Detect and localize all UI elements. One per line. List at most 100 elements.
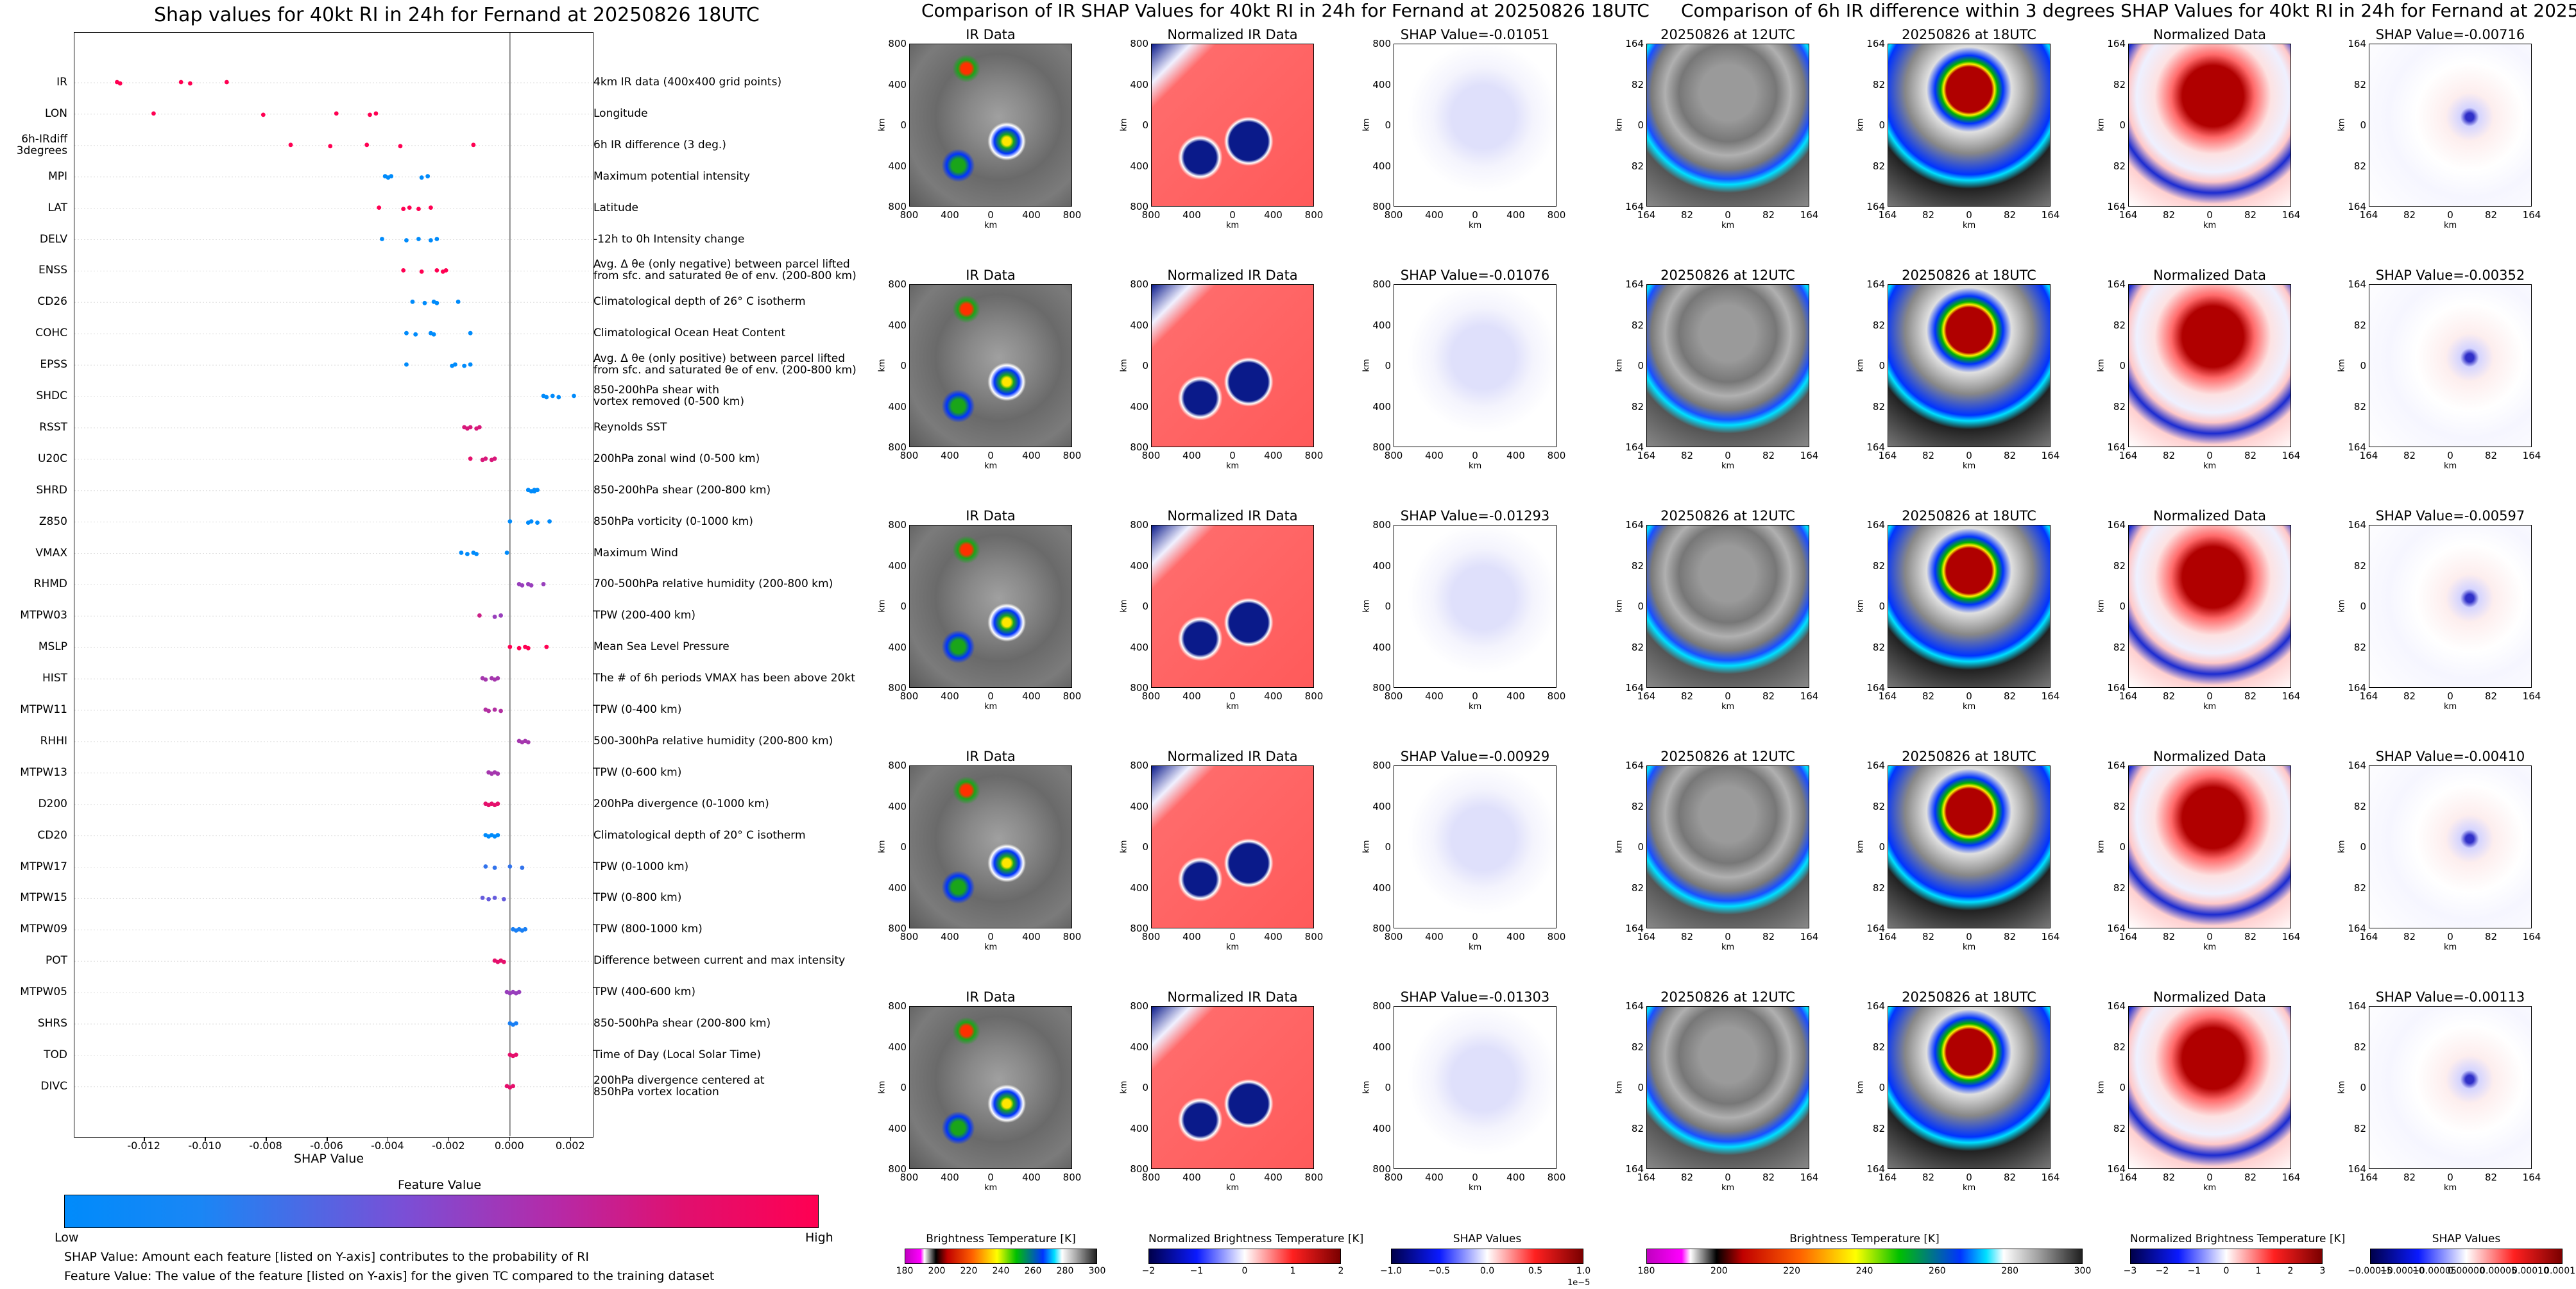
x-tick-label: 82 [2244, 450, 2257, 461]
x-tick-label: 164 [2041, 209, 2060, 221]
y-axis-unit: km [1119, 599, 1129, 613]
shap-point [224, 80, 229, 85]
y-tick-label: 400 [1130, 400, 1148, 413]
x-axis-unit: km [1963, 702, 1976, 712]
x-tick-label: 164 [2119, 931, 2138, 943]
x-tick-label: 800 [1547, 450, 1566, 461]
x-axis-unit: km [984, 1183, 998, 1193]
y-tick-label: 400 [1130, 800, 1148, 812]
colorbar-tick: 220 [1783, 1266, 1801, 1276]
shap-point [508, 519, 513, 524]
y-tick-label: 82 [2113, 400, 2126, 413]
x-tick-label: 164 [1637, 931, 1656, 943]
y-tick-label: 0 [2119, 841, 2126, 853]
shap-point [434, 300, 439, 305]
y-tick-label: 800 [1372, 923, 1391, 934]
y-axis-unit: km [1614, 599, 1625, 613]
y-tick-label: 164 [1866, 1000, 1885, 1012]
x-tick-label: 400 [1182, 1172, 1201, 1183]
y-tick-label: 164 [1625, 38, 1644, 49]
x-axis-unit: km [1963, 221, 1976, 230]
shap-point [468, 362, 473, 367]
y-tick-label: 400 [888, 78, 907, 90]
x-tick-mark [144, 1137, 145, 1141]
x-tick-label: 164 [2522, 450, 2541, 461]
x-tick-label: 0 [1725, 931, 1731, 943]
x-tick-label: 82 [1680, 931, 1694, 943]
x-tick-label: 82 [1922, 931, 1935, 943]
shap-point [468, 425, 473, 430]
y-tick-label: 400 [888, 160, 907, 172]
x-tick-label: 164 [2119, 1172, 2138, 1183]
y-axis-unit: km [1855, 599, 1866, 613]
colorbar-tick: 0.00005 [2480, 1266, 2517, 1276]
shap-point [513, 1052, 518, 1057]
panel-title: IR Data [966, 27, 1016, 42]
feature-description: 6h IR difference (3 deg.) [593, 138, 726, 151]
x-tick-label: 0 [2206, 1172, 2213, 1183]
colorbar-label: SHAP Values [2432, 1233, 2501, 1245]
shap-point [380, 237, 384, 241]
x-tick-label: 400 [1506, 931, 1525, 943]
y-tick-label: 400 [1130, 319, 1148, 331]
shap-point [508, 864, 513, 869]
x-tick-label: -0.006 [310, 1140, 343, 1152]
x-tick-label: 800 [1384, 690, 1403, 702]
x-tick-label: 0 [1229, 690, 1236, 702]
x-tick-label: 82 [2484, 1172, 2498, 1183]
feature-label: LAT [47, 201, 67, 214]
y-tick-label: 164 [1866, 682, 1885, 694]
x-tick-label: 800 [1141, 209, 1161, 221]
feature-description: Mean Sea Level Pressure [593, 640, 729, 654]
y-tick-label: 164 [2107, 38, 2126, 49]
y-tick-label: 164 [1866, 441, 1885, 453]
shap-title: Shap values for 40kt RI in 24h for Ferna… [154, 4, 760, 26]
y-tick-label: 82 [2353, 882, 2366, 894]
shap-beeswarm [74, 33, 592, 1136]
x-tick-label: 400 [1506, 209, 1525, 221]
y-tick-label: 82 [2353, 319, 2366, 331]
y-tick-label: 0 [2360, 119, 2366, 131]
feature-description: 850-200hPa shear with vortex removed (0-… [593, 384, 744, 408]
image-panel [1151, 525, 1314, 688]
shap-point [434, 237, 439, 241]
x-axis-unit: km [984, 943, 998, 952]
colorbar-tick: −2 [1141, 1266, 1156, 1276]
image-panel [1888, 765, 2051, 928]
x-axis-unit: km [984, 461, 998, 471]
x-tick-label: 164 [2041, 931, 2060, 943]
y-tick-label: 400 [1372, 319, 1391, 331]
y-tick-label: 800 [1372, 760, 1391, 771]
image-panel [1646, 765, 1809, 928]
x-tick-label: 0.000 [494, 1140, 524, 1152]
y-tick-label: 0 [2119, 119, 2126, 131]
y-tick-label: 800 [1372, 1000, 1391, 1012]
y-tick-label: 0 [2119, 360, 2126, 371]
image-panel [2369, 44, 2532, 207]
y-tick-label: 82 [2113, 641, 2126, 653]
x-tick-label: -0.002 [432, 1140, 465, 1152]
x-axis-unit: km [1963, 461, 1976, 471]
panel-title: Normalized IR Data [1167, 989, 1298, 1005]
x-tick-label: -0.008 [249, 1140, 282, 1152]
x-tick-label: 164 [2282, 690, 2301, 702]
colorbar [2370, 1249, 2563, 1264]
feature-description: 500-300hPa relative humidity (200-800 km… [593, 734, 833, 747]
shap-point [389, 174, 394, 179]
y-tick-label: 400 [888, 559, 907, 572]
y-tick-label: 82 [1631, 800, 1644, 812]
y-tick-label: 800 [888, 278, 907, 290]
y-tick-label: 400 [888, 1041, 907, 1053]
x-tick-label: 164 [2522, 690, 2541, 702]
panel-title: 20250826 at 12UTC [1660, 508, 1795, 524]
shap-point [535, 520, 540, 525]
y-axis-unit: km [2337, 599, 2347, 613]
feature-label: LON [45, 107, 67, 120]
x-axis-unit: km [1226, 702, 1240, 712]
feature-description: Climatological depth of 26° C isotherm [593, 295, 806, 309]
x-axis-unit: km [2444, 702, 2457, 712]
shap-point [529, 583, 534, 588]
shap-point [434, 268, 439, 273]
y-tick-label: 82 [2353, 1122, 2366, 1134]
x-axis-unit: km [1721, 702, 1735, 712]
